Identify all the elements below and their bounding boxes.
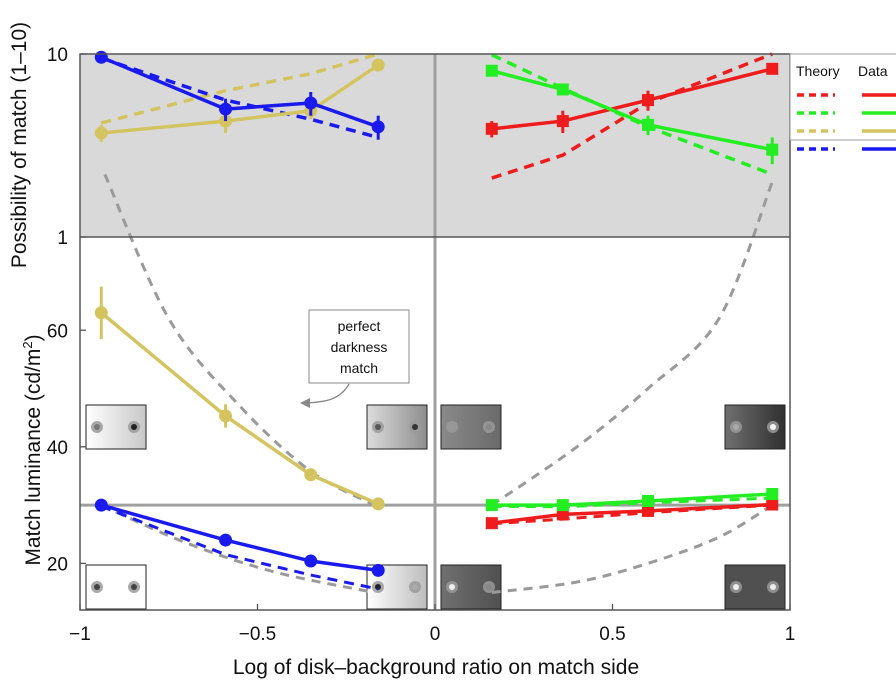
y-axis-title-bottom: Match luminance (cd/m2) (20, 334, 45, 565)
data-line-possibility (491, 69, 773, 152)
data-point (556, 499, 569, 512)
y-axis-title-end: ) (22, 334, 45, 341)
stimulus-disk (412, 424, 418, 430)
stimulus-disk (412, 584, 418, 590)
y-axis-title-main: Match luminance (cd/m (22, 349, 45, 566)
data-line-luminance (100, 503, 379, 573)
data-point (219, 533, 233, 547)
stimulus-disk (733, 424, 739, 430)
data-point (556, 508, 569, 521)
x-axis: −1 −0.5 0 0.5 1 Log of disk–background r… (69, 624, 795, 679)
data-point (304, 468, 318, 482)
guide-lines (80, 54, 790, 610)
stimulus-disk (449, 584, 455, 590)
annotation-line: match (340, 360, 378, 376)
theory-line-luminance (491, 503, 773, 526)
stimulus-disk (770, 424, 776, 430)
x-axis-title: Log of disk–background ratio on match si… (233, 656, 639, 679)
data-point (485, 122, 498, 135)
data-point (371, 58, 385, 72)
stimulus-disk (486, 584, 492, 590)
annotation-line: perfect (338, 318, 381, 334)
annotation-box (308, 309, 410, 384)
y-tick-label: 60 (47, 321, 68, 342)
stimulus-disk (131, 424, 137, 430)
legend-data-header: Data (858, 63, 888, 79)
stimulus-disk (449, 424, 455, 430)
data-point (485, 64, 498, 77)
data-lines (94, 50, 779, 577)
y-tick-label: 20 (47, 554, 68, 575)
data-line-luminance (491, 502, 773, 525)
stimulus-thumbnails (85, 404, 786, 610)
data-point (642, 495, 654, 508)
data-line-luminance (100, 311, 379, 506)
y-tick-label: 40 (47, 438, 68, 459)
data-line-possibility (100, 55, 379, 129)
data-point (304, 96, 318, 110)
y-tick-label: 1 (57, 228, 68, 249)
x-tick-label: 0.5 (599, 624, 625, 645)
data-point (556, 83, 569, 96)
x-tick-label: 0 (430, 624, 441, 645)
x-tick-label: 1 (785, 624, 796, 645)
data-point (485, 499, 498, 512)
stimulus-disk (770, 584, 776, 590)
data-point (371, 120, 385, 134)
stimulus-disk (733, 584, 739, 590)
data-point (219, 102, 233, 116)
theory-line-possibility (100, 56, 379, 140)
y-axis-title-top: Possibility of match (1–10) (8, 22, 31, 268)
data-line-possibility (491, 67, 773, 131)
data-point (219, 409, 233, 423)
theory-line-possibility (100, 52, 379, 125)
stimulus-disk (94, 584, 100, 590)
data-line-luminance (491, 492, 773, 507)
data-point (94, 126, 108, 140)
y-tick-label: 10 (47, 45, 68, 66)
plot-frame (79, 53, 791, 611)
data-point (371, 497, 385, 511)
stimulus-disk (131, 584, 137, 590)
data-point (371, 563, 385, 577)
perfect-darkness-curve (103, 173, 376, 507)
data-point (642, 94, 654, 107)
y-axis-title-superscript: 2 (20, 341, 35, 348)
annotation-arrowhead (300, 398, 310, 408)
data-point (642, 118, 654, 131)
legend-theory-header: Theory (796, 63, 840, 79)
data-point (94, 306, 108, 320)
data-line-possibility (101, 63, 380, 135)
x-tick-label: −1 (69, 624, 91, 645)
annotation-arrow (305, 383, 350, 404)
perfect-darkness-curve (490, 181, 774, 507)
legend-box (789, 53, 896, 141)
stimulus-disk (486, 424, 492, 430)
data-point (642, 504, 654, 517)
stimulus-disk (375, 424, 381, 430)
data-point (556, 115, 569, 128)
data-point (766, 488, 779, 501)
theory-line-possibility (491, 52, 773, 180)
data-point (485, 517, 498, 530)
theory-line-luminance (100, 504, 379, 591)
stimulus-disk (375, 584, 381, 590)
annotation: perfect darkness match (300, 309, 410, 408)
legend: Theory Data (789, 53, 896, 151)
data-point (766, 143, 779, 156)
y-axis-top: 1 10 Possibility of match (1–10) (8, 22, 68, 268)
data-point (304, 554, 318, 568)
stimulus-disk (94, 424, 100, 430)
data-point (94, 498, 108, 512)
perfect-darkness-curve (491, 503, 774, 595)
annotation-line: darkness (331, 339, 388, 355)
x-tick-label: −0.5 (239, 624, 277, 645)
perfect-darkness-curves (100, 173, 774, 595)
perfect-darkness-curve (100, 503, 375, 594)
data-point (766, 62, 779, 75)
y-axis-bottom: 20 40 60 Match luminance (cd/m2) (20, 321, 68, 575)
data-point (766, 498, 779, 511)
data-point (94, 50, 108, 64)
